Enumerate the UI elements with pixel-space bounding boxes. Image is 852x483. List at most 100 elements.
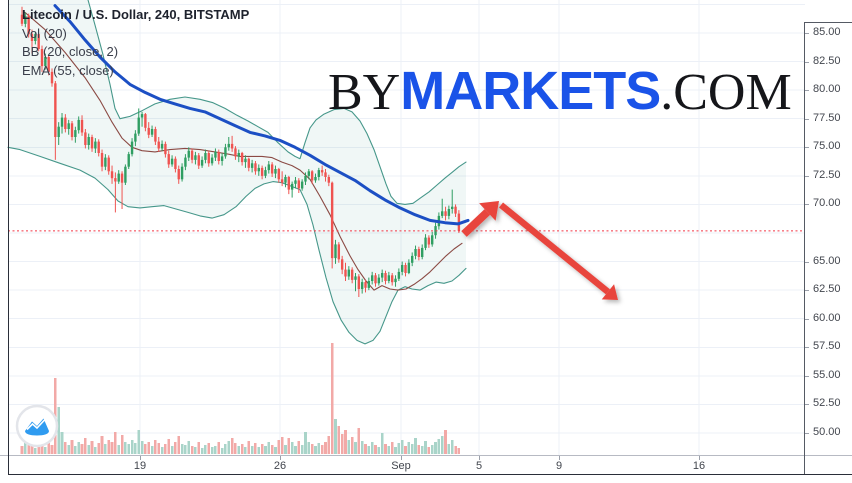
- forecast-arrowhead: [601, 284, 618, 300]
- volume-bar: [90, 441, 94, 454]
- volume-bar: [447, 444, 451, 454]
- candle-body: [47, 57, 50, 72]
- price-tick-label: 85.00: [813, 26, 841, 38]
- volume-bar: [170, 446, 174, 454]
- candle-body: [260, 167, 264, 176]
- volume-bar: [380, 433, 384, 454]
- time-tick-label: 5: [475, 460, 483, 472]
- volume-bar: [420, 446, 424, 454]
- time-axis[interactable]: 19 26 Sep 5 9 16: [0, 455, 852, 483]
- candle-body: [421, 247, 424, 257]
- candle-body: [217, 151, 220, 161]
- candle-body: [424, 237, 427, 248]
- volume-bar: [174, 442, 177, 454]
- candle-body: [204, 153, 207, 160]
- volume-bar: [147, 442, 150, 454]
- candle-body: [154, 129, 157, 142]
- volume-bar: [207, 443, 211, 454]
- volume-bar: [110, 442, 114, 454]
- candle-body: [380, 273, 384, 278]
- candle-body: [320, 170, 324, 173]
- candle-body: [160, 143, 164, 149]
- candle-body: [64, 117, 67, 129]
- candle-body: [364, 282, 367, 288]
- price-tick-label: 82.50: [813, 54, 841, 67]
- candle-body: [277, 169, 280, 180]
- price-tick-mark: [805, 33, 809, 34]
- chart-logo-icon[interactable]: [15, 404, 59, 448]
- candle-body: [167, 154, 170, 165]
- volume-bar: [64, 442, 67, 454]
- candle-body: [414, 249, 417, 256]
- volume-bar: [237, 446, 241, 454]
- time-tick-label: 26: [273, 460, 287, 472]
- price-tick-mark: [805, 318, 809, 320]
- candle-body: [257, 167, 260, 172]
- volume-bar: [80, 444, 84, 454]
- volume-bar: [320, 445, 324, 454]
- volume-bar: [30, 440, 34, 454]
- candle-body: [77, 119, 80, 131]
- volume-bar: [84, 438, 87, 454]
- candle-body: [280, 179, 284, 183]
- candle-body: [54, 83, 57, 137]
- volume-bar: [227, 441, 231, 454]
- volume-bar: [360, 441, 364, 454]
- volume-bar: [297, 441, 301, 454]
- candle-body: [247, 158, 250, 168]
- chart-bottom-border: [8, 474, 852, 475]
- candle-countdown-badge: 01:18:17: [807, 239, 850, 251]
- volume-bar: [37, 445, 40, 454]
- candle-body: [20, 14, 24, 24]
- candle-body: [27, 15, 30, 35]
- price-tick-label: 80.00: [813, 83, 841, 96]
- candle-body: [244, 158, 247, 163]
- volume-bar: [384, 444, 387, 454]
- price-axis[interactable]: 67.69 01:18:17 85.00 82.50 80.00 77.50 75.00…: [805, 0, 852, 455]
- volume-bar: [427, 447, 431, 454]
- candle-body: [120, 173, 124, 183]
- volume-bar: [410, 444, 414, 454]
- price-tick-mark: [805, 433, 809, 434]
- volume-bar: [197, 442, 201, 454]
- volume-bar: [184, 445, 187, 454]
- time-tick-label: 9: [555, 460, 563, 472]
- candle-body: [57, 126, 60, 137]
- price-tick-label: 62.50: [813, 283, 841, 296]
- chart-left-border: [8, 0, 9, 474]
- volume-bar: [24, 442, 27, 454]
- candle-body: [200, 159, 204, 166]
- price-tick-mark: [805, 90, 809, 92]
- volume-bar: [140, 441, 144, 454]
- volume-bar: [230, 438, 234, 454]
- candle-body: [294, 180, 297, 184]
- candle-body: [264, 170, 267, 176]
- candle-body: [441, 211, 444, 216]
- candle-body: [400, 265, 404, 272]
- volume-bar: [334, 419, 337, 454]
- forecast-arrowhead: [479, 201, 499, 221]
- candle-body: [124, 166, 127, 183]
- candle-body: [427, 237, 431, 245]
- volume-bar: [424, 441, 427, 454]
- candle-body: [397, 271, 401, 279]
- time-tick-label: 19: [133, 460, 147, 472]
- candle-body: [394, 278, 397, 283]
- volume-bar: [307, 442, 311, 454]
- volume-bar: [370, 442, 374, 454]
- volume-bar: [377, 447, 381, 454]
- volume-bar: [70, 440, 74, 454]
- price-tick-mark: [805, 147, 809, 149]
- volume-bar: [300, 445, 304, 454]
- price-tick-mark: [805, 61, 809, 63]
- volume-bar: [47, 443, 50, 454]
- volume-bar: [444, 430, 447, 454]
- candle-body: [444, 211, 447, 216]
- time-tick-label: 16: [692, 460, 706, 472]
- forecast-arrow-shaft: [498, 202, 610, 295]
- volume-bar: [114, 432, 117, 454]
- ema-line: [53, 4, 470, 226]
- candle-body: [34, 34, 37, 41]
- volume-bar: [124, 442, 127, 454]
